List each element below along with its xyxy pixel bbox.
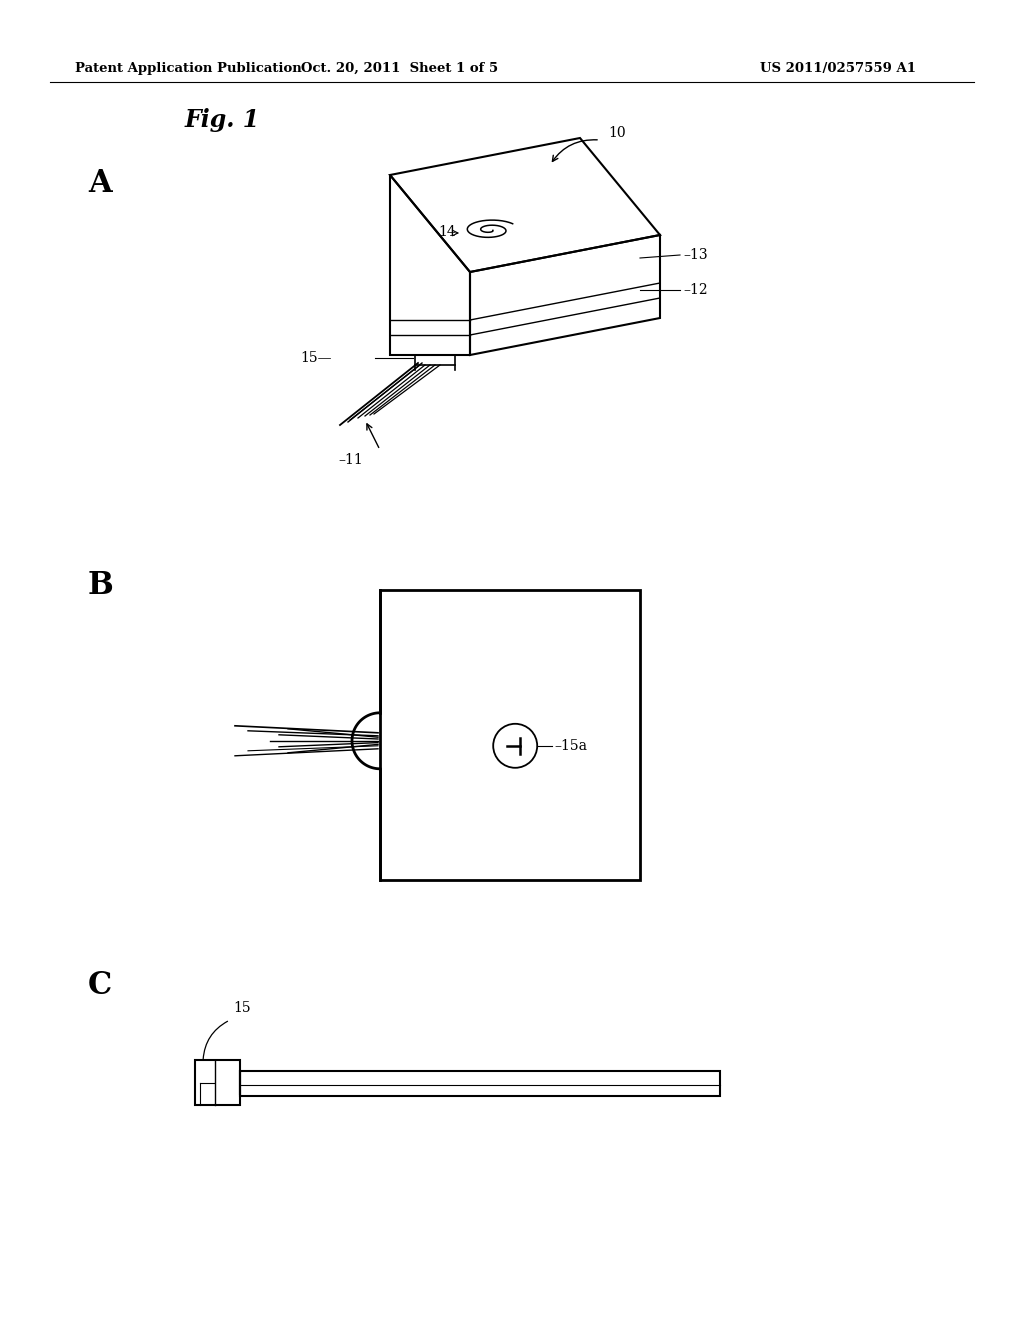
Text: Fig. 1: Fig. 1: [185, 108, 260, 132]
Text: US 2011/0257559 A1: US 2011/0257559 A1: [760, 62, 916, 75]
Bar: [195, 1060, 240, 1105]
Text: –11: –11: [338, 453, 362, 467]
Text: Patent Application Publication: Patent Application Publication: [75, 62, 302, 75]
Bar: [380, 590, 640, 880]
Text: A: A: [88, 168, 112, 199]
Bar: [240, 1072, 720, 1096]
Text: 14: 14: [438, 224, 456, 239]
Text: –12: –12: [683, 282, 708, 297]
Text: –13: –13: [683, 248, 708, 261]
Text: 15—: 15—: [300, 351, 332, 366]
Text: Oct. 20, 2011  Sheet 1 of 5: Oct. 20, 2011 Sheet 1 of 5: [301, 62, 499, 75]
Text: C: C: [88, 970, 113, 1001]
Text: B: B: [88, 570, 114, 601]
Text: 15: 15: [233, 1001, 251, 1015]
Text: –15a: –15a: [554, 739, 587, 752]
Text: 10: 10: [608, 125, 626, 140]
